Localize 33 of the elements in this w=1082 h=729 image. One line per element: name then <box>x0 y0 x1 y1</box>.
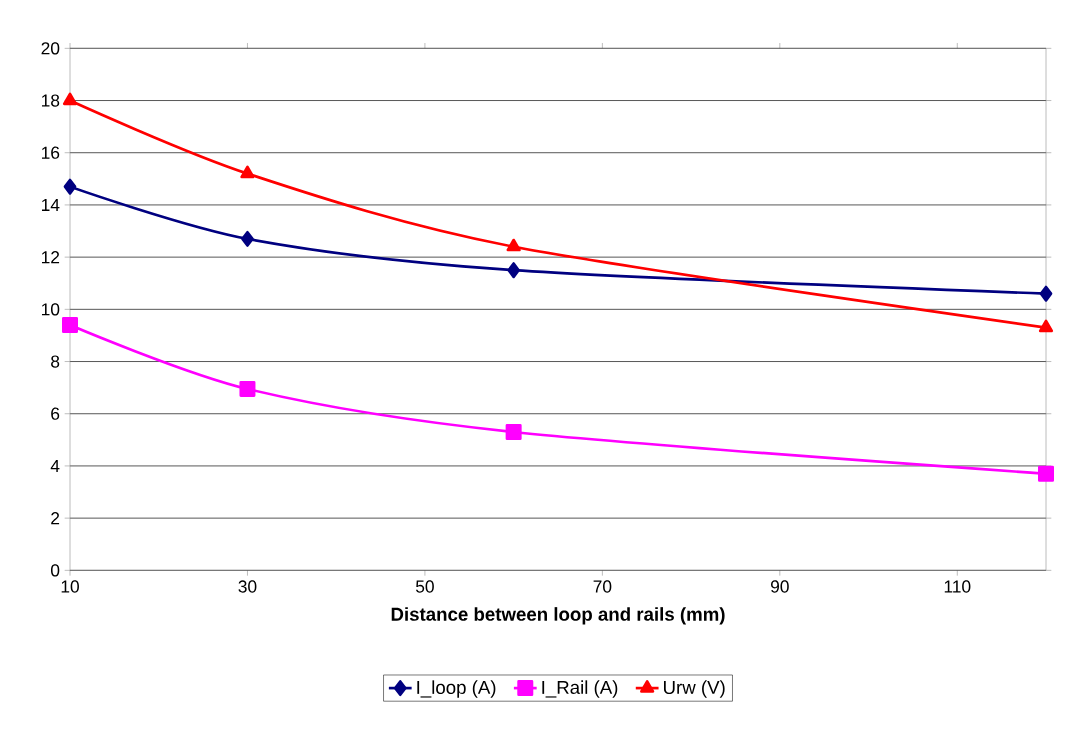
y-tick-label: 0 <box>50 564 60 577</box>
x-tick-label: 10 <box>61 580 79 593</box>
point <box>505 424 522 441</box>
x-tick-label: 110 <box>944 580 971 593</box>
point <box>239 380 256 397</box>
point <box>1039 285 1053 302</box>
y-tick-label: 8 <box>51 355 60 368</box>
legend-label: Urw (V) <box>663 680 725 698</box>
point <box>507 262 520 279</box>
point <box>1038 465 1055 482</box>
y-tick-label: 20 <box>41 42 60 55</box>
x-tick-label: 50 <box>415 580 434 593</box>
x-tick-label: 30 <box>238 580 257 593</box>
point <box>62 92 78 106</box>
y-tick-label: 16 <box>42 146 60 159</box>
y-tick-label: 14 <box>42 198 60 211</box>
y-tick-label: 10 <box>42 303 60 316</box>
point <box>240 165 255 179</box>
point <box>62 316 79 333</box>
x-axis-title: Distance between loop and rails (mm) <box>391 607 725 625</box>
y-tick-label: 12 <box>42 251 60 264</box>
x-tick-label: 90 <box>771 580 789 593</box>
y-tick-label: 4 <box>50 459 60 472</box>
point <box>506 238 521 252</box>
y-tick-label: 2 <box>51 512 60 525</box>
y-tick-label: 18 <box>42 94 60 107</box>
legend-label: I_Rail (A) <box>542 680 618 698</box>
point <box>241 230 254 247</box>
y-tick-label: 6 <box>51 407 60 420</box>
x-tick-label: 70 <box>593 580 612 593</box>
legend-label: I_loop (A) <box>417 680 496 698</box>
point <box>1038 319 1054 333</box>
point <box>63 178 77 195</box>
